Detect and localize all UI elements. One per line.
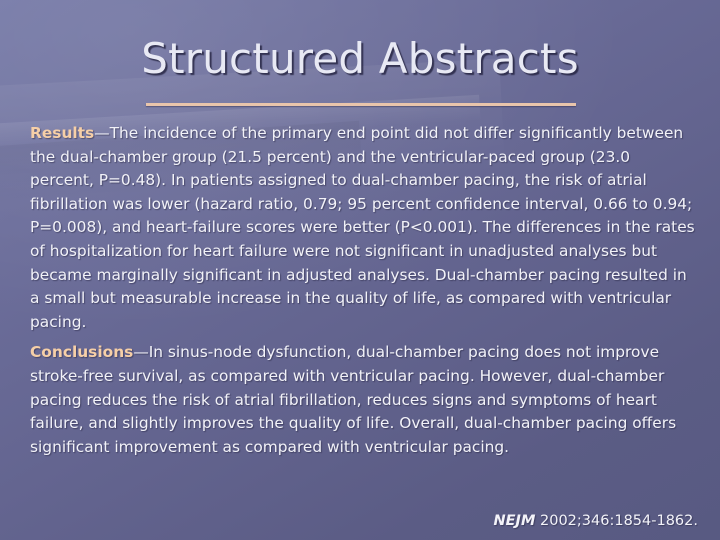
citation-journal-name: NEJM — [493, 513, 536, 529]
citation-reference: 2002;346:1854-1862. — [535, 513, 698, 529]
citation: NEJM 2002;346:1854-1862. — [494, 511, 698, 531]
paragraph-text-results: —The incidence of the primary end point … — [30, 124, 695, 331]
title-underline-rule — [146, 103, 576, 106]
paragraph-results: Results—The incidence of the primary end… — [30, 122, 698, 334]
body-content: Results—The incidence of the primary end… — [30, 122, 698, 466]
page-title: Structured Abstracts — [141, 34, 579, 83]
paragraph-conclusions: Conclusions—In sinus-node dysfunction, d… — [30, 341, 698, 459]
paragraph-lead-results: Results — [30, 124, 95, 142]
title-block: Structured Abstracts — [0, 34, 720, 84]
paragraph-lead-conclusions: Conclusions — [30, 343, 134, 362]
paragraph-text-conclusions: —In sinus-node dysfunction, dual-chamber… — [30, 343, 677, 456]
